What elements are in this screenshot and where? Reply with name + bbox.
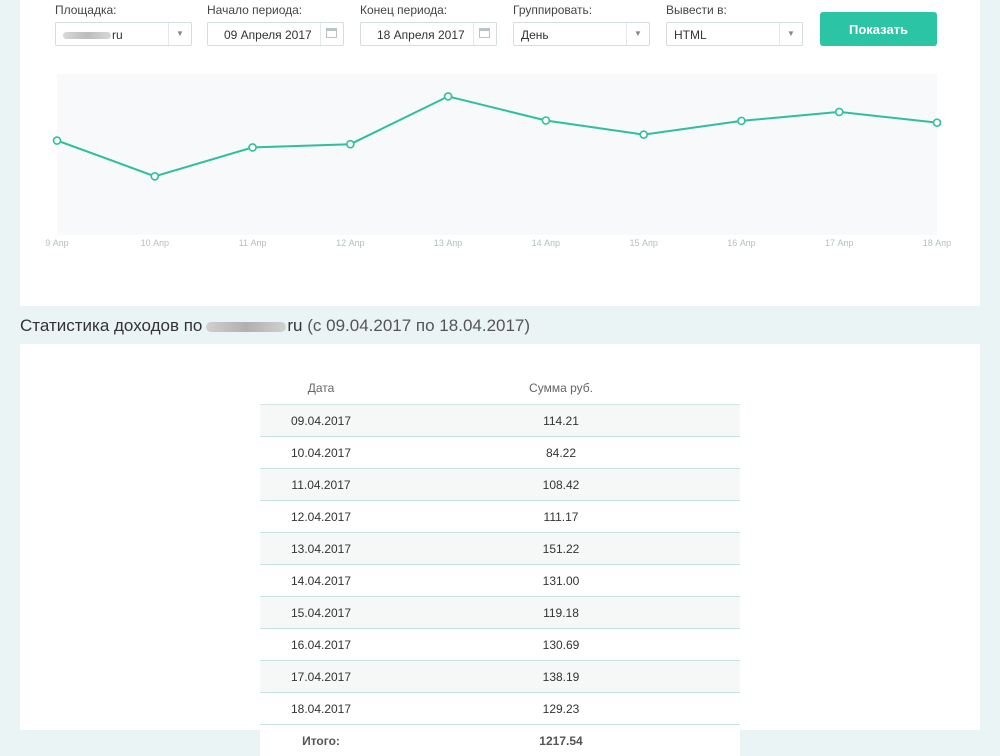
date-cell: 16.04.2017 bbox=[260, 629, 382, 661]
date-cell: 09.04.2017 bbox=[260, 405, 382, 437]
amount-cell: 138.19 bbox=[382, 661, 740, 693]
table-total-row: Итого: 1217.54 bbox=[260, 725, 740, 756]
date-cell: 11.04.2017 bbox=[260, 469, 382, 501]
data-point bbox=[445, 93, 452, 100]
data-point bbox=[249, 144, 256, 151]
x-tick-label: 18 Апр bbox=[923, 238, 951, 248]
x-tick-label: 15 Апр bbox=[629, 238, 657, 248]
amount-cell: 151.22 bbox=[382, 533, 740, 565]
amount-cell: 130.69 bbox=[382, 629, 740, 661]
x-tick-label: 10 Апр bbox=[141, 238, 169, 248]
amount-cell: 111.17 bbox=[382, 501, 740, 533]
total-value: 1217.54 bbox=[382, 725, 740, 756]
date-cell: 18.04.2017 bbox=[260, 693, 382, 725]
amount-cell: 129.23 bbox=[382, 693, 740, 725]
date-cell: 14.04.2017 bbox=[260, 565, 382, 597]
data-point bbox=[54, 137, 61, 144]
x-tick-label: 16 Апр bbox=[727, 238, 755, 248]
x-tick-label: 12 Апр bbox=[336, 238, 364, 248]
amount-cell: 131.00 bbox=[382, 565, 740, 597]
data-point bbox=[347, 141, 354, 148]
data-point bbox=[640, 131, 647, 138]
income-line-chart: 9 Апр 10 Апр 11 Апр 12 Апр 13 Апр 14 Апр 15 Ап… bbox=[20, 0, 980, 306]
data-point bbox=[836, 108, 843, 115]
amount-cell: 119.18 bbox=[382, 597, 740, 629]
date-cell: 15.04.2017 bbox=[260, 597, 382, 629]
x-tick-label: 11 Апр bbox=[239, 238, 267, 248]
data-point bbox=[151, 173, 158, 180]
date-cell: 13.04.2017 bbox=[260, 533, 382, 565]
data-point bbox=[542, 117, 549, 124]
amount-cell: 84.22 bbox=[382, 437, 740, 469]
amount-cell: 114.21 bbox=[382, 405, 740, 437]
column-header-amount: Сумма руб. bbox=[382, 372, 740, 405]
redacted-domain bbox=[206, 322, 286, 332]
table-header: Дата Сумма руб. bbox=[260, 372, 740, 405]
chart-plot-area bbox=[57, 74, 937, 235]
column-header-date: Дата bbox=[260, 372, 382, 405]
x-tick-label: 13 Апр bbox=[434, 238, 462, 248]
data-point bbox=[738, 117, 745, 124]
filter-chart-panel: Площадка: ru ▼ Начало периода: 09 Апреля… bbox=[20, 0, 980, 306]
total-label: Итого: bbox=[260, 725, 382, 756]
date-cell: 17.04.2017 bbox=[260, 661, 382, 693]
x-tick-label: 17 Апр bbox=[825, 238, 853, 248]
x-tick-label: 9 Апр bbox=[45, 238, 68, 248]
date-cell: 12.04.2017 bbox=[260, 501, 382, 533]
date-cell: 10.04.2017 bbox=[260, 437, 382, 469]
x-tick-label: 14 Апр bbox=[532, 238, 560, 248]
data-point bbox=[934, 119, 941, 126]
amount-cell: 108.42 bbox=[382, 469, 740, 501]
